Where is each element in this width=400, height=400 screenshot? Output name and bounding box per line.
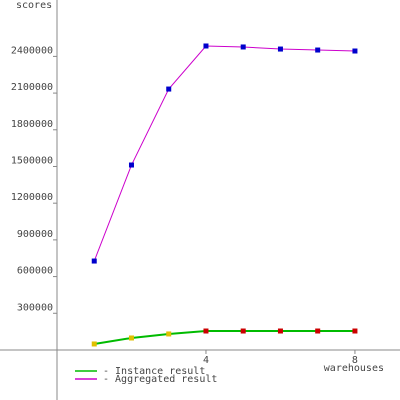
point	[91, 341, 97, 347]
y-tick-label: 600000	[17, 266, 53, 277]
x-axis-label: warehouses	[324, 363, 384, 374]
y-axis-label: scores	[16, 0, 52, 11]
y-tick-label: 1800000	[11, 119, 53, 130]
point	[128, 162, 134, 168]
point	[352, 48, 358, 54]
y-tick-label: 1500000	[11, 155, 53, 166]
point	[240, 328, 246, 334]
y-tick-label: 1200000	[11, 192, 53, 203]
point	[277, 46, 283, 52]
point	[203, 328, 209, 334]
point	[352, 328, 358, 334]
point	[277, 328, 283, 334]
series-line	[94, 330, 355, 345]
point	[240, 44, 246, 50]
point	[315, 328, 321, 334]
series-line	[93, 45, 355, 262]
x-tick-label: 4	[203, 355, 209, 366]
point	[166, 86, 172, 92]
y-tick-label: 2100000	[11, 82, 53, 93]
point	[315, 47, 321, 53]
point	[128, 335, 134, 341]
y-tick-label: 2400000	[11, 45, 53, 56]
y-tick-label: 300000	[17, 302, 53, 313]
x-tick-label: 8	[352, 355, 358, 366]
point	[203, 43, 209, 49]
legend-label: - Instance result	[103, 366, 205, 377]
point	[91, 258, 97, 264]
y-tick-label: 900000	[17, 229, 53, 240]
legend-label: - Aggregated result	[103, 374, 217, 385]
point	[166, 331, 172, 337]
